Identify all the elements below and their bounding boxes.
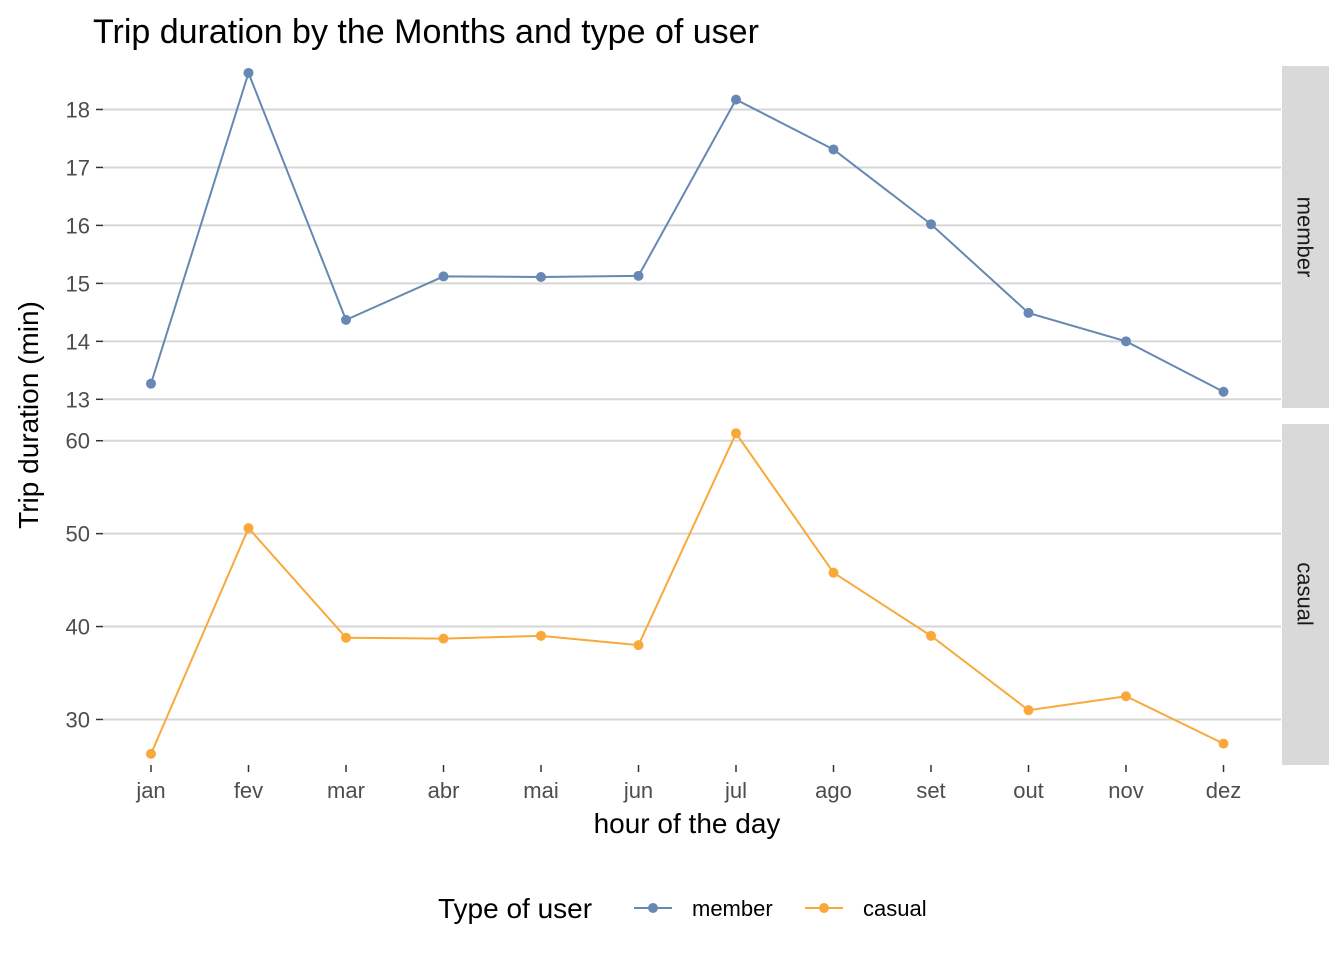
casual-point-jun bbox=[633, 640, 644, 651]
x-tick-label-jun: jun bbox=[623, 778, 653, 803]
casual-point-out bbox=[1023, 705, 1034, 716]
x-axis-title: hour of the day bbox=[594, 808, 781, 839]
y-tick-label-member-16: 16 bbox=[66, 213, 90, 238]
y-tick-label-casual-30: 30 bbox=[66, 707, 90, 732]
x-tick-label-jan: jan bbox=[135, 778, 165, 803]
y-axis-title: Trip duration (min) bbox=[13, 301, 44, 529]
legend-item-casual: casual bbox=[805, 896, 927, 921]
member-point-dez bbox=[1218, 386, 1229, 397]
casual-strip-label: casual bbox=[1293, 562, 1318, 626]
casual-point-jul bbox=[731, 428, 741, 439]
casual-point-set bbox=[926, 630, 936, 641]
casual-line bbox=[150, 431, 1224, 755]
x-tick-label-mar: mar bbox=[327, 778, 365, 803]
y-tick-label-casual-40: 40 bbox=[66, 615, 90, 640]
x-tick-label-abr: abr bbox=[428, 778, 460, 803]
casual-panel: 30 40 50 60 bbox=[66, 428, 1281, 759]
legend-title: Type of user bbox=[438, 893, 592, 924]
member-strip-label: member bbox=[1293, 197, 1318, 278]
x-tick-label-set: set bbox=[916, 778, 945, 803]
member-point-jan bbox=[146, 378, 156, 389]
casual-strip: casual bbox=[1282, 424, 1329, 765]
y-tick-label-casual-60: 60 bbox=[66, 429, 90, 454]
x-tick-label-dez: dez bbox=[1206, 778, 1241, 803]
member-point-mar bbox=[341, 314, 351, 325]
member-line bbox=[150, 69, 1224, 393]
member-point-jun bbox=[633, 270, 644, 281]
casual-point-nov bbox=[1121, 691, 1131, 702]
legend-item-member: member bbox=[634, 896, 773, 921]
casual-strip-background bbox=[1282, 424, 1329, 765]
member-strip-background bbox=[1282, 66, 1329, 408]
x-tick-label-nov: nov bbox=[1108, 778, 1143, 803]
y-tick-label-member-15: 15 bbox=[66, 271, 90, 296]
casual-point-dez bbox=[1218, 738, 1229, 749]
legend-key-casual-point bbox=[819, 903, 829, 913]
casual-point-fev bbox=[243, 523, 254, 534]
legend-label-member: member bbox=[692, 896, 773, 921]
member-panel: 13 14 15 16 17 18 bbox=[66, 67, 1281, 412]
x-tick-label-ago: ago bbox=[815, 778, 852, 803]
legend-label-casual: casual bbox=[863, 896, 927, 921]
casual-point-mai bbox=[536, 630, 546, 641]
member-point-set bbox=[926, 219, 936, 230]
legend: Type of user member casual bbox=[438, 893, 927, 924]
member-point-out bbox=[1023, 307, 1034, 318]
casual-point-jan bbox=[146, 748, 156, 759]
casual-point-mar bbox=[341, 632, 351, 643]
x-tick-label-mai: mai bbox=[523, 778, 558, 803]
member-point-abr bbox=[438, 271, 449, 282]
y-tick-label-member-18: 18 bbox=[66, 97, 90, 122]
x-tick-label-fev: fev bbox=[234, 778, 263, 803]
member-point-mai bbox=[536, 271, 546, 282]
x-axis: jan fev mar abr mai jun jul ago set out nov dez bbox=[135, 765, 1241, 803]
member-point-ago bbox=[828, 144, 839, 155]
y-tick-label-member-14: 14 bbox=[66, 329, 90, 354]
y-tick-label-member-17: 17 bbox=[66, 155, 90, 180]
chart-title: Trip duration by the Months and type of … bbox=[93, 13, 759, 51]
y-tick-label-casual-50: 50 bbox=[66, 522, 90, 547]
y-tick-label-member-13: 13 bbox=[66, 387, 90, 412]
casual-point-ago bbox=[828, 567, 839, 578]
member-point-fev bbox=[243, 67, 254, 78]
x-tick-label-jul: jul bbox=[724, 778, 747, 803]
member-point-jul bbox=[731, 94, 741, 105]
x-tick-label-out: out bbox=[1013, 778, 1044, 803]
casual-point-abr bbox=[438, 633, 449, 644]
member-point-nov bbox=[1121, 336, 1131, 347]
legend-key-member-point bbox=[648, 903, 658, 913]
member-strip: member bbox=[1282, 66, 1329, 408]
